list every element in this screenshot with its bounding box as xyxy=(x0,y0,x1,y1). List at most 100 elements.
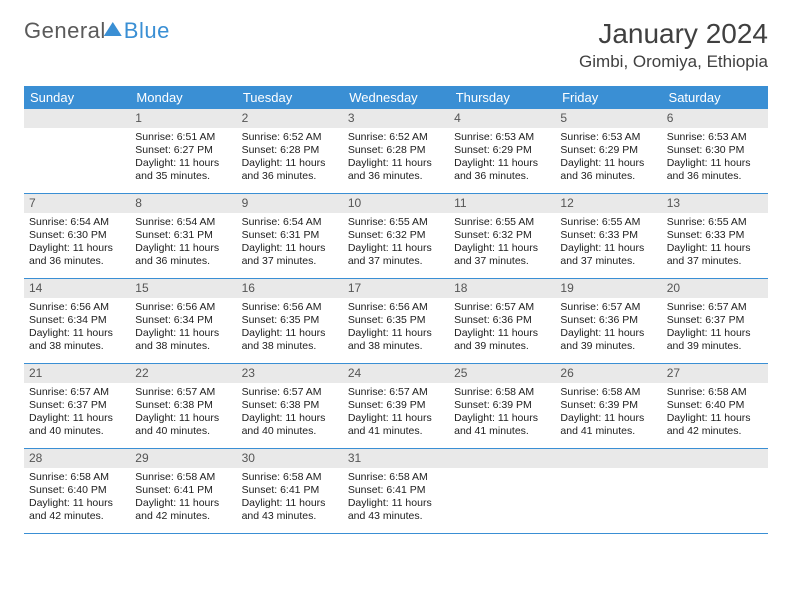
sunrise-line: Sunrise: 6:58 AM xyxy=(29,471,125,484)
day-number xyxy=(24,109,130,128)
daylight-line: Daylight: 11 hours and 36 minutes. xyxy=(560,157,656,183)
calendar-cell: 23Sunrise: 6:57 AMSunset: 6:38 PMDayligh… xyxy=(237,364,343,448)
day-body: Sunrise: 6:57 AMSunset: 6:38 PMDaylight:… xyxy=(237,383,343,443)
sunset-line: Sunset: 6:28 PM xyxy=(348,144,444,157)
daylight-line: Daylight: 11 hours and 37 minutes. xyxy=(454,242,550,268)
day-body: Sunrise: 6:51 AMSunset: 6:27 PMDaylight:… xyxy=(130,128,236,188)
day-header: Sunday xyxy=(24,86,130,109)
daylight-line: Daylight: 11 hours and 43 minutes. xyxy=(348,497,444,523)
sunrise-line: Sunrise: 6:58 AM xyxy=(348,471,444,484)
daylight-line: Daylight: 11 hours and 41 minutes. xyxy=(560,412,656,438)
calendar-cell: 22Sunrise: 6:57 AMSunset: 6:38 PMDayligh… xyxy=(130,364,236,448)
daylight-line: Daylight: 11 hours and 41 minutes. xyxy=(348,412,444,438)
brand-mark-icon xyxy=(104,22,122,36)
sunset-line: Sunset: 6:37 PM xyxy=(29,399,125,412)
calendar-cell: 18Sunrise: 6:57 AMSunset: 6:36 PMDayligh… xyxy=(449,279,555,363)
header: General Blue January 2024 Gimbi, Oromiya… xyxy=(0,0,792,78)
calendar-cell: 7Sunrise: 6:54 AMSunset: 6:30 PMDaylight… xyxy=(24,194,130,278)
day-body: Sunrise: 6:57 AMSunset: 6:39 PMDaylight:… xyxy=(343,383,449,443)
daylight-line: Daylight: 11 hours and 37 minutes. xyxy=(242,242,338,268)
day-body: Sunrise: 6:58 AMSunset: 6:40 PMDaylight:… xyxy=(662,383,768,443)
day-body: Sunrise: 6:56 AMSunset: 6:35 PMDaylight:… xyxy=(343,298,449,358)
sunset-line: Sunset: 6:30 PM xyxy=(29,229,125,242)
day-number: 29 xyxy=(130,449,236,468)
calendar-cell: 28Sunrise: 6:58 AMSunset: 6:40 PMDayligh… xyxy=(24,449,130,533)
day-number: 26 xyxy=(555,364,661,383)
sunrise-line: Sunrise: 6:57 AM xyxy=(454,301,550,314)
sunrise-line: Sunrise: 6:57 AM xyxy=(135,386,231,399)
daylight-line: Daylight: 11 hours and 37 minutes. xyxy=(348,242,444,268)
daylight-line: Daylight: 11 hours and 40 minutes. xyxy=(29,412,125,438)
calendar-cell: 26Sunrise: 6:58 AMSunset: 6:39 PMDayligh… xyxy=(555,364,661,448)
sunrise-line: Sunrise: 6:58 AM xyxy=(667,386,763,399)
day-number: 16 xyxy=(237,279,343,298)
sunrise-line: Sunrise: 6:58 AM xyxy=(242,471,338,484)
day-number: 17 xyxy=(343,279,449,298)
day-body: Sunrise: 6:55 AMSunset: 6:32 PMDaylight:… xyxy=(343,213,449,273)
sunset-line: Sunset: 6:35 PM xyxy=(348,314,444,327)
day-number: 1 xyxy=(130,109,236,128)
calendar-cell: 3Sunrise: 6:52 AMSunset: 6:28 PMDaylight… xyxy=(343,109,449,193)
sunrise-line: Sunrise: 6:53 AM xyxy=(667,131,763,144)
sunset-line: Sunset: 6:40 PM xyxy=(667,399,763,412)
weeks-container: 1Sunrise: 6:51 AMSunset: 6:27 PMDaylight… xyxy=(24,109,768,534)
day-header: Monday xyxy=(130,86,236,109)
calendar-cell: 29Sunrise: 6:58 AMSunset: 6:41 PMDayligh… xyxy=(130,449,236,533)
sunset-line: Sunset: 6:41 PM xyxy=(135,484,231,497)
day-number: 9 xyxy=(237,194,343,213)
sunrise-line: Sunrise: 6:56 AM xyxy=(135,301,231,314)
sunrise-line: Sunrise: 6:54 AM xyxy=(135,216,231,229)
calendar-cell: 2Sunrise: 6:52 AMSunset: 6:28 PMDaylight… xyxy=(237,109,343,193)
day-body: Sunrise: 6:54 AMSunset: 6:31 PMDaylight:… xyxy=(130,213,236,273)
sunset-line: Sunset: 6:38 PM xyxy=(242,399,338,412)
calendar-cell: 20Sunrise: 6:57 AMSunset: 6:37 PMDayligh… xyxy=(662,279,768,363)
day-body xyxy=(449,468,555,475)
sunset-line: Sunset: 6:33 PM xyxy=(667,229,763,242)
calendar-cell: 4Sunrise: 6:53 AMSunset: 6:29 PMDaylight… xyxy=(449,109,555,193)
day-body: Sunrise: 6:57 AMSunset: 6:36 PMDaylight:… xyxy=(555,298,661,358)
daylight-line: Daylight: 11 hours and 38 minutes. xyxy=(242,327,338,353)
calendar-cell xyxy=(555,449,661,533)
daylight-line: Daylight: 11 hours and 36 minutes. xyxy=(29,242,125,268)
day-body: Sunrise: 6:57 AMSunset: 6:36 PMDaylight:… xyxy=(449,298,555,358)
day-body: Sunrise: 6:52 AMSunset: 6:28 PMDaylight:… xyxy=(343,128,449,188)
daylight-line: Daylight: 11 hours and 36 minutes. xyxy=(454,157,550,183)
daylight-line: Daylight: 11 hours and 37 minutes. xyxy=(667,242,763,268)
sunset-line: Sunset: 6:27 PM xyxy=(135,144,231,157)
calendar-cell: 15Sunrise: 6:56 AMSunset: 6:34 PMDayligh… xyxy=(130,279,236,363)
daylight-line: Daylight: 11 hours and 40 minutes. xyxy=(135,412,231,438)
sunrise-line: Sunrise: 6:56 AM xyxy=(348,301,444,314)
day-number: 27 xyxy=(662,364,768,383)
sunset-line: Sunset: 6:39 PM xyxy=(560,399,656,412)
day-body: Sunrise: 6:52 AMSunset: 6:28 PMDaylight:… xyxy=(237,128,343,188)
day-header: Friday xyxy=(556,86,662,109)
brand-logo: General Blue xyxy=(24,18,170,44)
sunrise-line: Sunrise: 6:55 AM xyxy=(560,216,656,229)
calendar-cell xyxy=(24,109,130,193)
day-body xyxy=(662,468,768,475)
calendar-week-row: 28Sunrise: 6:58 AMSunset: 6:40 PMDayligh… xyxy=(24,449,768,534)
day-number: 19 xyxy=(555,279,661,298)
sunset-line: Sunset: 6:41 PM xyxy=(242,484,338,497)
sunrise-line: Sunrise: 6:55 AM xyxy=(454,216,550,229)
day-body: Sunrise: 6:54 AMSunset: 6:31 PMDaylight:… xyxy=(237,213,343,273)
sunset-line: Sunset: 6:36 PM xyxy=(454,314,550,327)
sunset-line: Sunset: 6:29 PM xyxy=(454,144,550,157)
day-number: 8 xyxy=(130,194,236,213)
day-body: Sunrise: 6:58 AMSunset: 6:39 PMDaylight:… xyxy=(555,383,661,443)
daylight-line: Daylight: 11 hours and 43 minutes. xyxy=(242,497,338,523)
day-body: Sunrise: 6:58 AMSunset: 6:40 PMDaylight:… xyxy=(24,468,130,528)
calendar-cell: 10Sunrise: 6:55 AMSunset: 6:32 PMDayligh… xyxy=(343,194,449,278)
day-number: 3 xyxy=(343,109,449,128)
day-number: 11 xyxy=(449,194,555,213)
day-header: Wednesday xyxy=(343,86,449,109)
day-number: 23 xyxy=(237,364,343,383)
sunset-line: Sunset: 6:31 PM xyxy=(242,229,338,242)
daylight-line: Daylight: 11 hours and 39 minutes. xyxy=(667,327,763,353)
sunrise-line: Sunrise: 6:55 AM xyxy=(348,216,444,229)
sunrise-line: Sunrise: 6:57 AM xyxy=(29,386,125,399)
day-body: Sunrise: 6:58 AMSunset: 6:41 PMDaylight:… xyxy=(237,468,343,528)
sunrise-line: Sunrise: 6:54 AM xyxy=(242,216,338,229)
sunset-line: Sunset: 6:38 PM xyxy=(135,399,231,412)
day-number xyxy=(662,449,768,468)
